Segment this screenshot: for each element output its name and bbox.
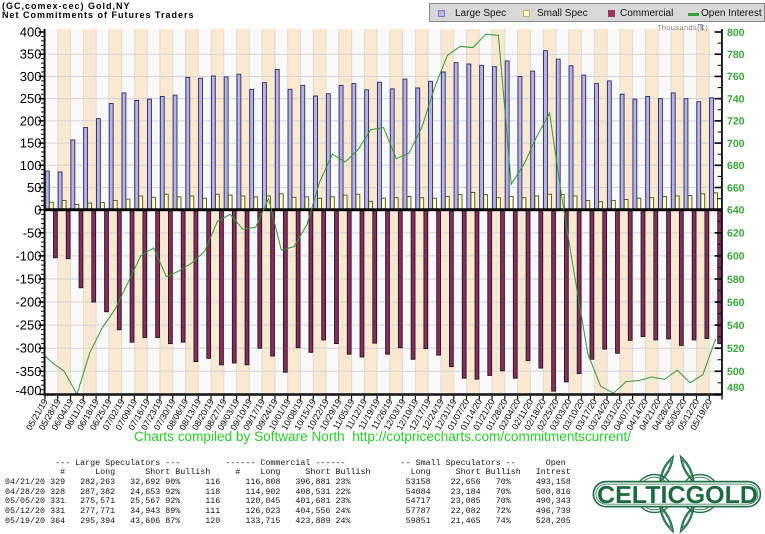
svg-text:760: 760 [727, 71, 745, 83]
svg-text:780: 780 [727, 49, 745, 61]
svg-text:-150: -150 [15, 271, 41, 286]
svg-text:600: 600 [727, 251, 745, 263]
svg-text:100: 100 [20, 158, 42, 173]
svg-text:720: 720 [727, 116, 745, 128]
svg-text:480: 480 [727, 382, 745, 394]
svg-text:CELTICGOLD: CELTICGOLD [597, 482, 758, 509]
svg-text:-250: -250 [15, 318, 41, 333]
svg-text:-200: -200 [15, 295, 41, 310]
svg-text:540: 540 [727, 320, 745, 332]
svg-text:520: 520 [727, 343, 745, 355]
svg-text:-350: -350 [15, 364, 41, 379]
svg-text:Thousands(K): Thousands(K) [657, 23, 708, 32]
svg-text:200: 200 [20, 113, 42, 128]
svg-text:400: 400 [20, 25, 42, 40]
svg-text:580: 580 [727, 274, 745, 286]
svg-text:-400: -400 [15, 383, 41, 398]
svg-text:500: 500 [727, 366, 745, 378]
svg-text:0: 0 [34, 202, 41, 217]
svg-text:-50: -50 [23, 225, 42, 240]
svg-text:740: 740 [727, 93, 745, 105]
svg-text:50: 50 [27, 180, 41, 195]
svg-text:640: 640 [727, 205, 745, 217]
svg-text:250: 250 [20, 91, 42, 106]
svg-text:700: 700 [727, 138, 745, 150]
svg-text:560: 560 [727, 297, 745, 309]
svg-text:350: 350 [20, 47, 42, 62]
svg-text:300: 300 [20, 69, 42, 84]
svg-text:660: 660 [727, 182, 745, 194]
svg-text:-300: -300 [15, 341, 41, 356]
svg-text:800: 800 [727, 27, 745, 39]
svg-text:150: 150 [20, 136, 42, 151]
svg-text:680: 680 [727, 160, 745, 172]
svg-text:-100: -100 [15, 248, 41, 263]
svg-text:620: 620 [727, 228, 745, 240]
